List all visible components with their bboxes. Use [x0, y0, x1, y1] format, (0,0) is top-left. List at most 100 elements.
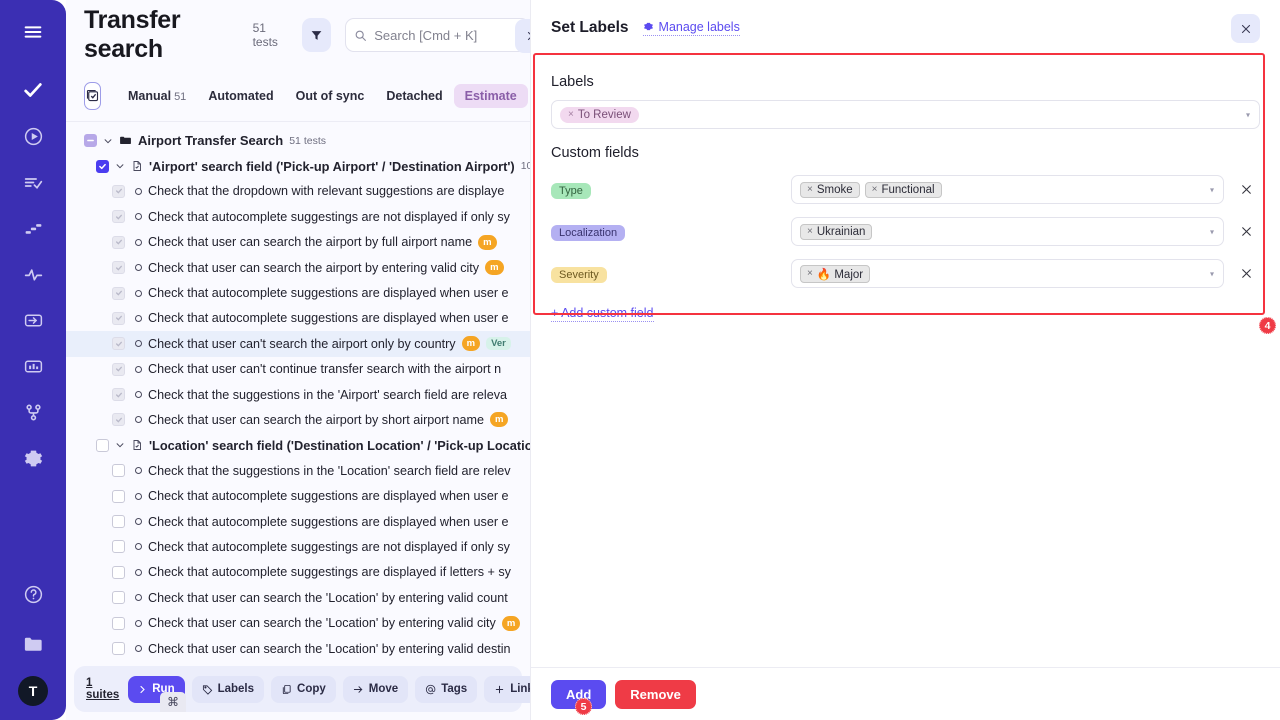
folder-checkbox[interactable] — [84, 134, 97, 148]
case-checkbox[interactable] — [112, 565, 125, 579]
gear-icon[interactable] — [13, 438, 53, 478]
play-circle-icon[interactable] — [13, 116, 53, 156]
test-case-row[interactable]: Check that autocomplete suggestings are … — [66, 204, 530, 229]
case-checkbox[interactable] — [112, 286, 125, 300]
link-button[interactable]: Link — [484, 675, 530, 703]
chip-remove-icon[interactable]: × — [807, 184, 813, 195]
value-chip[interactable]: × Functional — [864, 181, 942, 198]
checklist-square-icon[interactable] — [84, 81, 101, 110]
label-chip[interactable]: × To Review — [560, 106, 639, 123]
chip-remove-icon[interactable]: × — [568, 109, 574, 120]
copy-button[interactable]: Copy — [271, 675, 336, 703]
add-custom-field-link[interactable]: + Add custom field — [551, 306, 654, 322]
help-circle-icon[interactable] — [13, 574, 53, 614]
funnel-icon[interactable] — [302, 18, 332, 52]
folder-icon[interactable] — [13, 624, 53, 664]
value-chip[interactable]: × Smoke — [800, 181, 860, 198]
suite-checkbox[interactable] — [96, 159, 109, 173]
case-checkbox[interactable] — [112, 388, 125, 402]
case-checkbox[interactable] — [112, 515, 125, 529]
import-icon[interactable] — [13, 300, 53, 340]
chevron-down-icon[interactable]: ▾ — [1245, 110, 1250, 119]
search-input[interactable] — [374, 27, 521, 43]
test-case-row[interactable]: Check that user can search the airport b… — [66, 407, 530, 432]
localization-select[interactable]: × Ukrainian ▾ — [791, 217, 1224, 246]
chip-remove-icon[interactable]: × — [807, 268, 813, 279]
case-checkbox[interactable] — [112, 235, 125, 249]
remove-field-icon[interactable] — [1232, 267, 1260, 280]
chevron-down-icon[interactable] — [103, 136, 113, 146]
case-checkbox[interactable] — [112, 642, 125, 655]
add-button[interactable]: Add — [551, 679, 607, 709]
test-case-row[interactable]: Check that user can search the airport b… — [66, 255, 530, 280]
case-checkbox[interactable] — [112, 184, 125, 198]
selected-suites-link[interactable]: 1 suites — [86, 677, 120, 701]
test-case-row[interactable]: Check that autocomplete suggestions are … — [66, 483, 530, 508]
test-case-row[interactable]: Check that user can't continue transfer … — [66, 357, 530, 382]
test-case-row[interactable]: Check that the suggestions in the 'Airpo… — [66, 382, 530, 407]
search-clear-icon[interactable] — [515, 19, 530, 53]
chip-remove-icon[interactable]: × — [871, 184, 878, 195]
test-case-row[interactable]: Check that autocomplete suggestings are … — [66, 534, 530, 559]
close-icon[interactable] — [1231, 14, 1260, 43]
case-checkbox[interactable] — [112, 337, 125, 351]
case-checkbox[interactable] — [112, 591, 125, 605]
tab-manual[interactable]: Manual 51 — [117, 84, 197, 108]
tab-estimate[interactable]: Estimate — [453, 83, 528, 108]
remove-button[interactable]: Remove — [615, 679, 696, 709]
case-checkbox[interactable] — [112, 311, 125, 325]
type-select[interactable]: × Smoke × Functional ▾ — [791, 175, 1224, 204]
tree-suite-row[interactable]: 'Location' search field ('Destination Lo… — [66, 433, 530, 458]
value-chip[interactable]: × Ukrainian — [800, 223, 873, 240]
test-case-row[interactable]: Check that autocomplete suggestions are … — [66, 280, 530, 305]
test-case-row[interactable]: Check that user can search the 'Location… — [66, 585, 530, 610]
severity-select[interactable]: × 🔥 Major ▾ — [791, 259, 1224, 288]
chevron-down-icon[interactable]: ▾ — [1209, 269, 1214, 278]
case-checkbox[interactable] — [112, 210, 125, 224]
remove-field-icon[interactable] — [1232, 183, 1260, 196]
tags-button[interactable]: Tags — [415, 675, 478, 703]
tab-out-of-sync[interactable]: Out of sync — [295, 88, 365, 103]
steps-icon[interactable] — [13, 208, 53, 248]
value-chip[interactable]: × 🔥 Major — [800, 264, 871, 283]
labels-select[interactable]: × To Review ▾ — [551, 100, 1260, 129]
test-case-row[interactable]: Check that user can search the 'Location… — [66, 610, 530, 635]
share-nodes-icon[interactable] — [13, 392, 53, 432]
test-case-row[interactable]: Check that autocomplete suggestions are … — [66, 306, 530, 331]
labels-button[interactable]: Labels — [191, 675, 265, 703]
search-box[interactable] — [345, 18, 530, 53]
chart-icon[interactable] — [13, 346, 53, 386]
tree-suite-row[interactable]: 'Airport' search field ('Pick-up Airport… — [66, 153, 530, 178]
chevron-down-icon[interactable] — [115, 161, 125, 171]
tab-detached[interactable]: Detached — [386, 88, 443, 103]
hamburger-menu-icon[interactable] — [13, 12, 53, 52]
tree-folder-row[interactable]: Airport Transfer Search 51 tests — [66, 128, 530, 153]
suite-checkbox[interactable] — [96, 438, 109, 452]
case-checkbox[interactable] — [112, 413, 125, 427]
chevron-down-icon[interactable]: ▾ — [1209, 185, 1214, 194]
chevron-down-icon[interactable] — [115, 440, 125, 450]
test-case-row[interactable]: Check that the suggestions in the 'Locat… — [66, 458, 530, 483]
manage-labels-link[interactable]: Manage labels — [642, 20, 740, 36]
test-case-row[interactable]: Check that user can search the 'Location… — [66, 636, 530, 661]
avatar[interactable]: T — [18, 676, 48, 706]
chip-remove-icon[interactable]: × — [807, 226, 813, 237]
case-checkbox[interactable] — [112, 261, 125, 275]
case-checkbox[interactable] — [112, 362, 125, 376]
test-case-row[interactable]: Check that autocomplete suggestions are … — [66, 509, 530, 534]
case-checkbox[interactable] — [112, 464, 125, 478]
test-case-row[interactable]: Check that the dropdown with relevant su… — [66, 179, 530, 204]
activity-icon[interactable] — [13, 254, 53, 294]
check-icon[interactable] — [13, 70, 53, 110]
case-checkbox[interactable] — [112, 489, 125, 503]
case-checkbox[interactable] — [112, 616, 125, 630]
tab-automated[interactable]: Automated — [208, 88, 274, 103]
list-check-icon[interactable] — [13, 162, 53, 202]
case-checkbox[interactable] — [112, 540, 125, 554]
test-case-row[interactable]: Check that user can't search the airport… — [66, 331, 530, 357]
test-case-row[interactable]: Check that autocomplete suggestings are … — [66, 560, 530, 585]
test-case-row[interactable]: Check that user can search the airport b… — [66, 230, 530, 255]
chevron-down-icon[interactable]: ▾ — [1209, 227, 1214, 236]
move-button[interactable]: Move — [342, 675, 409, 703]
remove-field-icon[interactable] — [1232, 225, 1260, 238]
